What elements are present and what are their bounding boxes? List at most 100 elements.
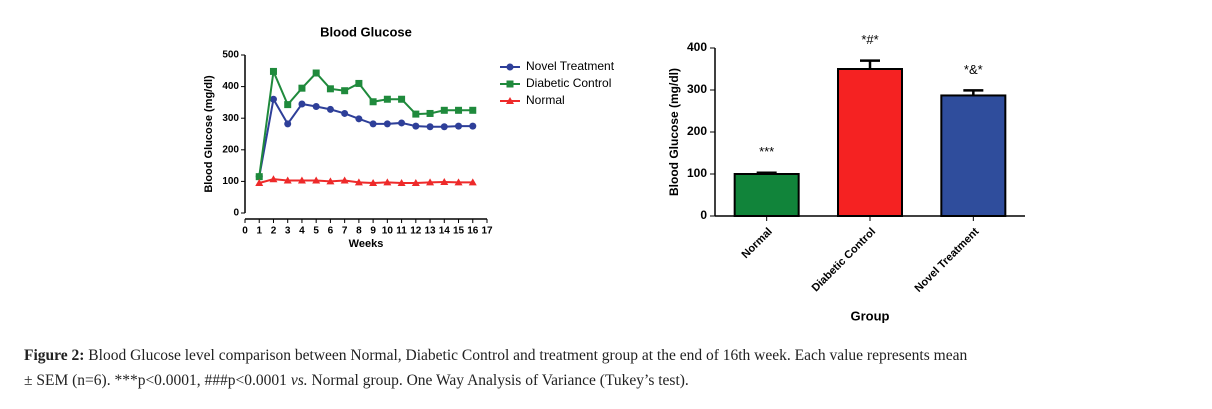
marker <box>326 177 335 185</box>
annotation: *&* <box>964 62 983 77</box>
legend-label: Diabetic Control <box>526 76 611 90</box>
x-tick-label: Diabetic Control <box>810 226 879 295</box>
caption-italic: vs. <box>290 372 308 389</box>
y-tick-label: 0 <box>700 208 707 222</box>
legend-label: Novel Treatment <box>526 59 615 73</box>
marker <box>397 178 406 186</box>
marker <box>369 120 377 128</box>
caption-text: ± SEM (n=6). ***p<0.0001, ###p<0.0001 <box>24 372 287 389</box>
bar <box>837 68 903 217</box>
y-tick-label: 400 <box>687 40 707 54</box>
x-tick-label: Novel Treatment <box>913 225 982 294</box>
marker <box>506 63 514 71</box>
marker <box>326 85 334 93</box>
y-tick-label: 100 <box>222 176 239 187</box>
line <box>258 96 473 177</box>
x-tick-label: 16 <box>467 226 479 237</box>
marker <box>312 176 321 184</box>
error-bar <box>860 59 880 69</box>
marker <box>469 106 477 114</box>
marker <box>440 178 449 186</box>
x-tick-label: 3 <box>285 226 291 237</box>
annotation: *#* <box>861 32 878 47</box>
marker <box>312 103 320 111</box>
marker <box>284 101 292 109</box>
x-tick-label: 14 <box>439 226 451 237</box>
x-tick-label: 5 <box>313 226 319 237</box>
chart-title: Blood Glucose <box>320 24 412 39</box>
x-tick-label: 12 <box>410 226 422 237</box>
y-tick-label: 0 <box>233 208 239 219</box>
marker <box>269 95 277 103</box>
y-axis-label: Blood Glucose (mg/dl) <box>667 68 681 196</box>
marker <box>312 69 320 77</box>
y-tick-label: 200 <box>222 144 239 155</box>
marker <box>411 178 420 186</box>
marker <box>269 175 278 183</box>
marker <box>398 119 406 127</box>
marker <box>506 80 514 88</box>
marker <box>355 79 363 87</box>
x-tick-label: 0 <box>242 226 248 237</box>
marker <box>298 100 306 108</box>
marker <box>354 178 363 186</box>
marker <box>440 106 448 114</box>
x-tick-label: 15 <box>453 226 465 237</box>
marker <box>255 173 263 181</box>
marker <box>398 95 406 103</box>
marker <box>283 176 292 184</box>
y-tick-label: 100 <box>687 166 707 180</box>
marker <box>412 110 420 118</box>
y-tick-label: 300 <box>687 82 707 96</box>
x-tick-label: 13 <box>424 226 436 237</box>
marker <box>297 176 306 184</box>
caption-text: Normal group. One Way Analysis of Varian… <box>311 372 689 389</box>
line <box>258 67 473 177</box>
y-tick-label: 500 <box>222 50 239 61</box>
marker <box>426 178 435 186</box>
x-tick-label: 4 <box>299 226 305 237</box>
x-tick-label: 10 <box>382 226 394 237</box>
bar <box>940 94 1007 217</box>
annotation: *** <box>759 144 774 159</box>
x-tick-label: 8 <box>356 226 362 237</box>
caption: Figure 2: Blood Glucose level comparison… <box>24 343 1204 393</box>
error-bar <box>756 171 777 174</box>
x-tick-label: 1 <box>256 226 262 237</box>
caption-label: Figure 2: <box>24 347 85 364</box>
x-tick-label: 7 <box>342 226 348 237</box>
marker <box>469 122 477 130</box>
marker <box>284 120 292 128</box>
marker <box>468 178 477 186</box>
marker <box>454 178 463 186</box>
x-tick-label: 2 <box>271 226 277 237</box>
marker <box>340 176 349 184</box>
marker <box>383 120 391 128</box>
marker <box>440 123 448 131</box>
y-tick-label: 300 <box>222 113 239 124</box>
x-tick-label: 17 <box>481 226 493 237</box>
marker <box>455 122 463 130</box>
x-tick-label: 9 <box>370 226 376 237</box>
marker <box>369 98 377 106</box>
line <box>258 178 473 184</box>
y-tick-label: 400 <box>222 81 239 92</box>
marker <box>426 109 434 117</box>
marker <box>298 84 306 92</box>
marker <box>383 178 392 186</box>
marker <box>269 67 277 75</box>
marker <box>369 178 378 186</box>
bar <box>733 173 800 217</box>
caption-text: Blood Glucose level comparison between N… <box>88 347 968 364</box>
marker <box>383 95 391 103</box>
x-tick-label: 6 <box>328 226 334 237</box>
marker <box>506 97 514 104</box>
y-axis-label: Blood Glucose (mg/dl) <box>203 75 215 193</box>
marker <box>426 123 434 131</box>
y-tick-label: 200 <box>687 124 707 138</box>
legend-label: Normal <box>526 93 565 107</box>
x-axis-label: Group <box>851 308 890 323</box>
x-axis-label: Weeks <box>349 238 384 250</box>
